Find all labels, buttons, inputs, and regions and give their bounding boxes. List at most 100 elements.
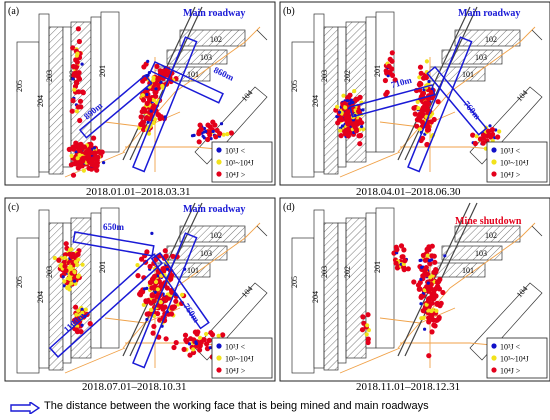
seismic-event-dot [420,252,426,258]
face-label-204: 204 [36,291,45,303]
bottom-legend-text: The distance between the working face th… [44,400,429,412]
seismic-event-dot [168,273,174,279]
face-label-202: 202 [343,266,352,278]
seismic-event-dot [428,119,434,125]
seismic-event-dot [169,305,175,311]
seismic-event-dot [401,267,407,273]
seismic-event-dot [202,136,206,140]
seismic-event-dot [153,290,157,294]
face-label-203: 203 [320,70,329,82]
seismic-event-dot [334,104,340,109]
seismic-event-dot [160,304,166,310]
seismic-event-dot [143,287,147,291]
seismic-event-dot [418,293,425,299]
legend-label: 10³J < [500,147,521,156]
seismic-event-dot [352,89,357,94]
face-label-203: 203 [45,266,54,278]
distance-box [72,231,155,257]
seismic-event-dot [190,134,195,138]
seismic-event-dot [429,308,434,314]
seismic-event-dot [470,132,476,138]
seismic-event-dot [365,312,371,318]
seismic-event-dot [345,99,350,103]
seismic-event-dot [426,315,432,321]
distance-box [78,74,153,139]
seismic-event-dot [188,336,194,342]
seismic-event-dot [73,259,78,264]
seismic-event-dot [162,248,168,254]
seismic-event-dot [74,59,80,65]
seismic-event-dot [76,146,82,152]
seismic-event-dot [382,77,388,84]
seismic-event-dot [72,87,77,92]
seismic-event-dot [71,77,75,81]
face-label-201: 201 [98,261,107,273]
seismic-event-dot [352,123,358,129]
legend-label: 10³J < [500,343,521,352]
seismic-event-dot [69,254,75,260]
seismic-event-dot [495,134,501,140]
seismic-event-dot [61,275,65,279]
face-label-101: 101 [462,70,474,79]
seismic-event-dot [497,129,502,134]
seismic-event-dot [194,340,198,344]
seismic-event-dot [87,321,93,327]
seismic-event-dot [68,264,73,269]
seismic-event-dot [162,71,169,78]
seismic-event-dot [70,172,77,178]
panel-202 [345,217,367,359]
seismic-event-dot [165,267,170,271]
seismic-event-dot [146,311,152,317]
seismic-event-dot [161,296,167,302]
seismic-event-dot [69,108,75,114]
seismic-event-dot [73,304,79,310]
panel-205 [291,41,315,178]
seismic-event-dot [76,142,82,148]
seismic-event-dot [138,289,144,295]
map-panel-a: 205204203202201102103101104890m860mMain … [4,1,276,186]
seismic-event-dot [77,98,84,104]
main-roadway-box [132,36,198,173]
seismic-event-dot [147,71,151,75]
seismic-event-dot [424,246,430,252]
seismic-event-dot [421,315,426,320]
seismic-event-dot [62,263,68,269]
seismic-event-dot [401,247,407,253]
roadway-line [64,347,126,374]
face-label-201: 201 [98,65,107,77]
seismic-event-dot [414,123,420,129]
seismic-event-dot [181,346,187,352]
seismic-event-dot [228,130,234,136]
seismic-event-dot [394,247,400,253]
seismic-event-dot [431,287,437,293]
seismic-event-dot [70,63,77,70]
seismic-event-dot [434,300,440,306]
seismic-event-dot [425,253,430,258]
seismic-event-dot [209,137,213,141]
seismic-event-dot [428,281,434,288]
date-range-a: 2018.01.01–2018.03.31 [86,186,191,198]
seismic-event-dot [220,332,226,338]
seismic-event-dot [420,111,426,117]
legend-label: 10⁴J > [500,367,521,376]
seismic-event-dot [206,337,212,343]
seismic-event-dot [151,120,156,125]
seismic-event-dot [146,97,153,103]
seismic-event-dot [360,125,364,129]
seismic-event-dot [360,314,366,320]
face-label-201: 201 [373,65,382,77]
seismic-event-dot [196,139,202,145]
seismic-event-dot [440,289,446,296]
face-label-101: 101 [187,70,199,79]
seismic-event-dot [76,273,81,278]
seismic-event-dot [431,269,437,275]
seismic-event-dot [221,132,226,137]
seismic-event-dot [432,259,438,265]
seismic-event-dot [411,105,417,111]
north-arrow-icon [256,29,268,41]
seismic-event-dot [86,148,92,154]
seismic-event-dot [434,308,439,313]
seismic-event-dot [225,132,230,137]
seismic-event-dot [426,353,432,359]
seismic-event-dot [149,292,155,298]
